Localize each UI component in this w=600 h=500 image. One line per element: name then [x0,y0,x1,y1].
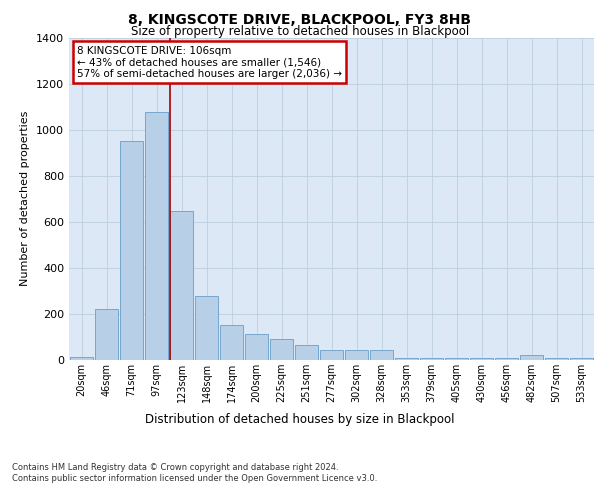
Bar [495,358,518,360]
Text: Size of property relative to detached houses in Blackpool: Size of property relative to detached ho… [131,25,469,38]
Bar [470,358,493,360]
Bar [220,326,243,360]
Bar [370,350,393,360]
Bar [295,345,318,360]
Bar [420,358,443,360]
Bar [120,141,143,360]
Bar [320,350,343,360]
Bar [195,296,218,360]
Text: Contains public sector information licensed under the Open Government Licence v3: Contains public sector information licen… [12,474,377,483]
Bar [445,358,468,360]
Bar [145,112,168,360]
Text: 8, KINGSCOTE DRIVE, BLACKPOOL, FY3 8HB: 8, KINGSCOTE DRIVE, BLACKPOOL, FY3 8HB [128,12,472,26]
Bar [520,355,543,360]
Bar [395,358,418,360]
Bar [70,357,93,360]
Text: Contains HM Land Registry data © Crown copyright and database right 2024.: Contains HM Land Registry data © Crown c… [12,462,338,471]
Bar [95,310,118,360]
Text: Distribution of detached houses by size in Blackpool: Distribution of detached houses by size … [145,412,455,426]
Bar [270,340,293,360]
Text: 8 KINGSCOTE DRIVE: 106sqm
← 43% of detached houses are smaller (1,546)
57% of se: 8 KINGSCOTE DRIVE: 106sqm ← 43% of detac… [77,46,342,79]
Y-axis label: Number of detached properties: Number of detached properties [20,111,31,286]
Bar [570,358,593,360]
Bar [545,358,568,360]
Bar [345,350,368,360]
Bar [245,334,268,360]
Bar [170,212,193,360]
